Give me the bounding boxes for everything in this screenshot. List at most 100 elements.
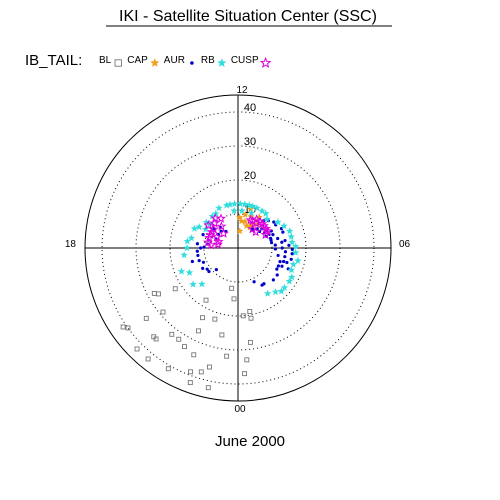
data-point-cap: [247, 212, 255, 220]
legend-marker-bl: [114, 59, 122, 67]
legend-label: BL: [99, 55, 112, 66]
radial-tick-label: 20: [244, 170, 256, 182]
data-point-aur: [190, 259, 194, 264]
data-point-rb: [294, 256, 302, 264]
data-point-rb: [180, 251, 188, 259]
legend-label: AUR: [164, 55, 185, 66]
data-point-aur: [275, 267, 279, 271]
data-point-bl: [248, 315, 254, 321]
data-point-aur: [205, 267, 209, 271]
data-point-cap: [246, 223, 254, 231]
data-point-bl: [176, 336, 182, 342]
data-point-bl: [172, 286, 178, 292]
data-point-rb: [189, 280, 197, 288]
data-point-rb: [291, 248, 300, 256]
data-point-cap: [255, 213, 263, 221]
data-point-aur: [214, 268, 218, 272]
data-point-aur: [207, 269, 211, 274]
data-point-rb: [187, 234, 196, 242]
data-point-rb: [288, 238, 296, 246]
data-point-bl: [206, 364, 212, 370]
chart-title: IKI - Satellite Situation Center (SSC): [119, 8, 377, 25]
data-point-bl: [125, 325, 131, 331]
data-point-rb: [183, 237, 192, 245]
data-point-cusp: [203, 219, 214, 230]
data-point-rb: [208, 212, 216, 220]
data-point-aur: [271, 232, 275, 237]
data-point-aur: [275, 273, 279, 277]
data-point-rb: [292, 242, 300, 250]
data-point-bl: [156, 291, 161, 297]
data-point-aur: [280, 264, 284, 268]
data-point-rb: [262, 209, 270, 217]
data-point-aur: [276, 236, 280, 241]
data-point-rb: [247, 209, 256, 217]
data-point-bl: [191, 352, 197, 358]
data-point-aur: [276, 264, 280, 268]
legend-item-cap: CAP: [127, 55, 160, 67]
data-point-rb: [245, 201, 254, 209]
legend-label: CUSP: [231, 55, 259, 66]
data-point-bl: [242, 371, 248, 377]
data-point-rb: [202, 218, 210, 226]
data-point-aur: [199, 246, 203, 250]
data-point-bl: [247, 309, 253, 314]
data-point-cusp: [260, 229, 271, 240]
data-point-cusp: [251, 217, 261, 228]
data-point-aur: [281, 230, 285, 234]
data-point-rb: [288, 273, 296, 281]
data-point-aur: [252, 280, 256, 284]
data-point-bl: [219, 332, 225, 338]
data-point-aur: [195, 242, 200, 246]
hour-label-06: 06: [399, 239, 411, 250]
data-point-aur: [269, 238, 273, 242]
data-point-rb: [238, 206, 246, 214]
data-point-aur: [282, 259, 286, 264]
data-point-bl: [120, 324, 126, 330]
data-point-bl: [151, 290, 157, 296]
data-point-rb: [271, 288, 280, 296]
hour-label-18: 18: [65, 239, 77, 250]
data-point-rb: [198, 280, 206, 288]
data-point-cap: [247, 220, 256, 228]
data-point-rb: [226, 200, 234, 208]
data-point-aur: [280, 246, 284, 250]
data-point-cap: [241, 210, 249, 218]
data-point-cap: [242, 221, 251, 229]
data-point-bl: [153, 336, 159, 342]
legend-label: RB: [201, 55, 215, 66]
radial-tick-label: 30: [244, 136, 256, 148]
legend-item-bl: BL: [99, 55, 122, 67]
data-point-rb: [289, 260, 298, 268]
data-point-aur: [290, 252, 294, 256]
data-point-rb: [230, 200, 239, 208]
radial-gridline-40: [101, 111, 375, 385]
series-bl: [120, 285, 254, 391]
legend-marker-aur: [190, 61, 194, 65]
data-point-rb: [287, 232, 295, 240]
data-point-cusp: [209, 218, 220, 228]
data-point-aur: [283, 238, 287, 243]
data-point-bl: [169, 331, 175, 337]
data-point-rb: [236, 200, 244, 207]
data-point-bl: [188, 369, 193, 375]
radial-gridline-20: [169, 179, 307, 317]
data-point-rb: [222, 201, 231, 209]
data-point-bl: [160, 309, 166, 315]
data-point-aur: [195, 249, 199, 253]
data-point-cusp: [218, 228, 229, 238]
data-point-cusp: [211, 231, 222, 242]
data-point-aur: [273, 247, 277, 251]
data-point-cusp: [216, 213, 226, 223]
data-point-rb: [280, 222, 288, 230]
data-point-cap: [236, 227, 244, 235]
data-point-rb: [274, 218, 282, 226]
data-point-cusp: [250, 226, 261, 237]
data-point-cusp: [205, 239, 216, 250]
legend-marker-cusp: [259, 56, 272, 68]
data-point-cusp: [204, 232, 215, 242]
data-point-bl: [212, 316, 218, 322]
legend-marker-rb: [217, 58, 227, 67]
data-point-rb: [285, 277, 293, 285]
